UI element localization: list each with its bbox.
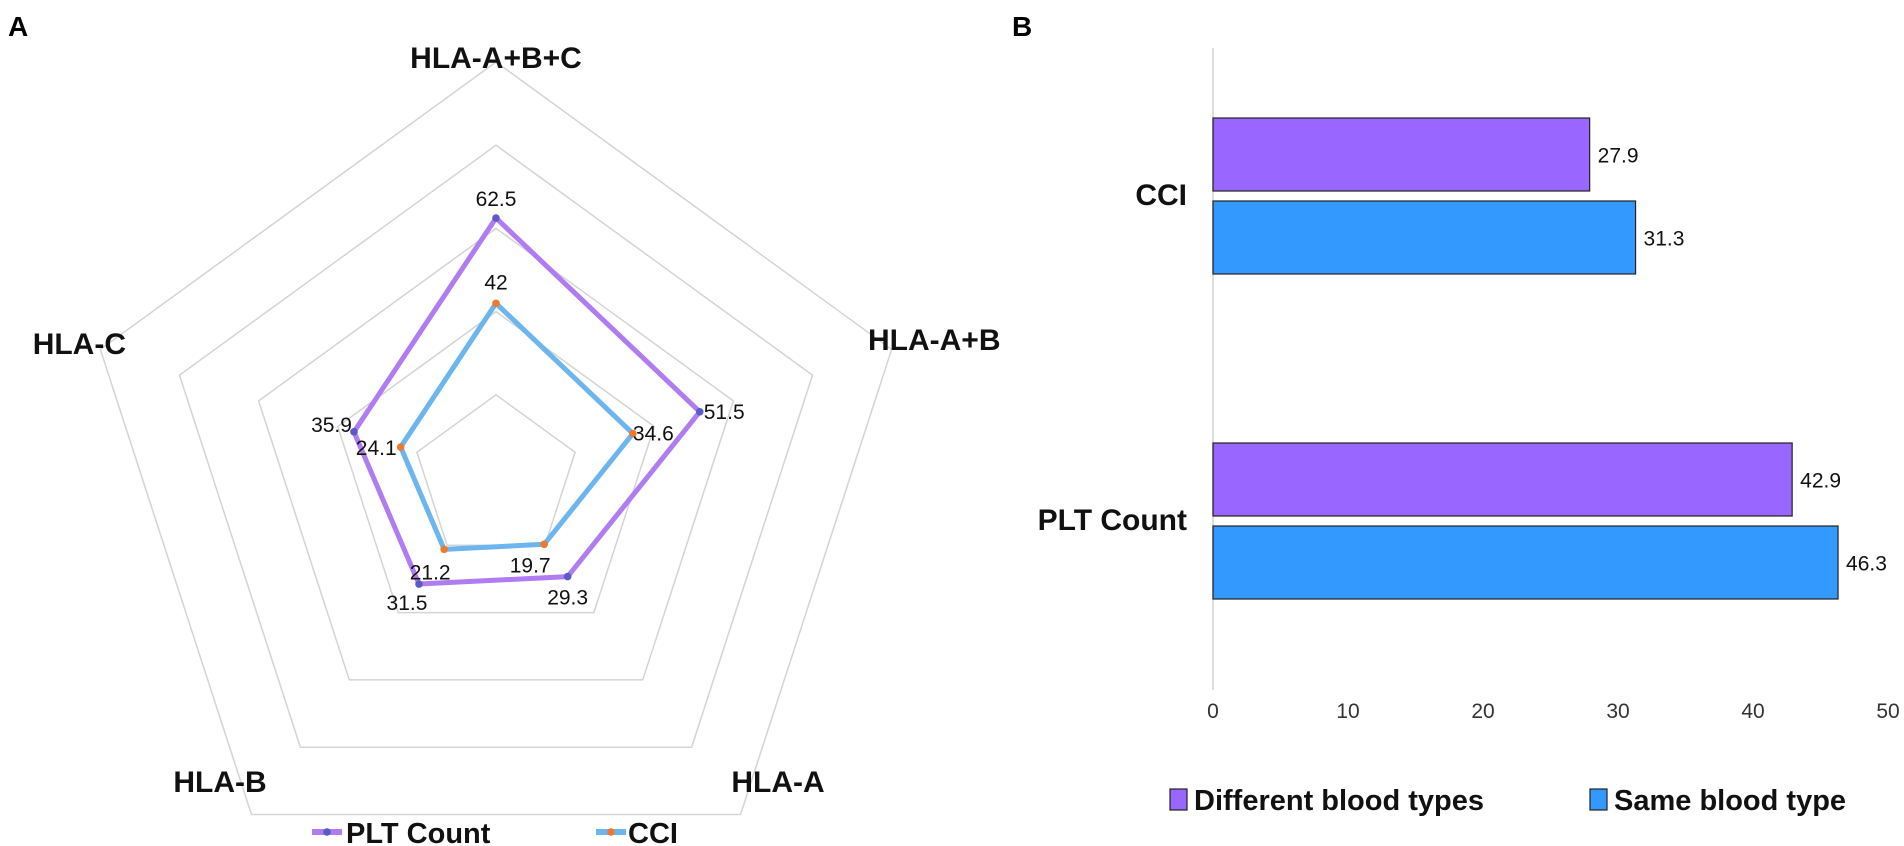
bar-data-label: 27.9 xyxy=(1598,145,1639,168)
bar-cci-same-blood-type xyxy=(1212,200,1637,275)
radar-data-label: 24.1 xyxy=(356,437,397,460)
radar-labels: 62.5 51.5 29.3 31.5 35.9 42 34.6 19.7 21.2 24.1 HL… xyxy=(33,42,1001,799)
radar-point-plt-count xyxy=(415,580,423,588)
bar-x-tick-label: 50 xyxy=(1876,700,1899,723)
radar-data-label: 19.7 xyxy=(510,554,551,577)
bar-legend-item-same-blood-type: Same blood type xyxy=(1589,785,1846,817)
radar-data-label: 34.6 xyxy=(633,423,674,446)
radar-data-label: 51.5 xyxy=(704,401,745,424)
radar-legend-marker xyxy=(323,828,331,836)
radar-axis-label-hla-a-b: HLA-A+B xyxy=(868,324,1001,357)
radar-axis-label-hla-a-b-c: HLA-A+B+C xyxy=(410,42,582,75)
radar-grid-ring xyxy=(257,227,735,681)
radar-point-cci xyxy=(492,299,500,308)
radar-data-label: 42 xyxy=(484,271,507,294)
bar-x-tick-label: 10 xyxy=(1336,700,1359,723)
bar-plt-count-different-blood-types xyxy=(1212,442,1793,517)
radar-legend-item-cci: CCI xyxy=(596,818,678,846)
radar-grid-ring xyxy=(336,310,656,614)
bar-legend-item-different-blood-types: Different blood types xyxy=(1169,785,1484,817)
bar-plt-count-same-blood-type xyxy=(1212,525,1839,600)
radar-grid-ring xyxy=(178,144,814,748)
bar-legend-label: Different blood types xyxy=(1194,785,1484,817)
panel-a-letter: A xyxy=(8,11,28,42)
radar-data-label: 21.2 xyxy=(410,561,451,584)
radar-legend-item-plt-count: PLT Count xyxy=(312,818,491,846)
bar-x-tick-label: 0 xyxy=(1207,700,1219,723)
bar-x-tick-label: 30 xyxy=(1606,700,1629,723)
radar-axis-label-hla-c: HLA-C xyxy=(33,328,126,361)
bar-category-label-cci: CCI xyxy=(1135,179,1187,212)
radar-grid xyxy=(99,61,893,816)
bar-legend-label: Same blood type xyxy=(1614,785,1846,817)
bar-x-tick-label: 20 xyxy=(1471,700,1494,723)
radar-data-label: 31.5 xyxy=(387,592,428,615)
radar-data-label: 35.9 xyxy=(311,414,352,437)
radar-point-plt-count xyxy=(492,214,500,222)
radar-grid-ring xyxy=(99,61,893,816)
bar-chart: 0 10 20 30 40 50 27.9 31.3 CCI 42.9 46.3 PLT Count xyxy=(1038,48,1900,723)
radar-axis-label-hla-b: HLA-B xyxy=(173,766,266,799)
radar-point-plt-count xyxy=(563,572,572,581)
bar-legend-swatch xyxy=(1169,788,1188,811)
bar-data-label: 31.3 xyxy=(1644,228,1685,251)
radar-legend-label: PLT Count xyxy=(346,818,491,846)
bar-cci-different-blood-types xyxy=(1212,117,1591,192)
bar-legend-swatch xyxy=(1589,788,1608,811)
bar-data-label: 46.3 xyxy=(1846,553,1887,576)
radar-line-plt-count xyxy=(351,215,703,587)
radar-data-label: 29.3 xyxy=(547,587,588,610)
bar-category-label-plt-count: PLT Count xyxy=(1038,504,1187,537)
radar-data-label: 62.5 xyxy=(476,188,517,211)
radar-legend-label: CCI xyxy=(628,818,678,846)
bar-data-label: 42.9 xyxy=(1800,470,1841,493)
radar-legend: PLT Count CCI xyxy=(312,818,678,846)
radar-point-plt-count xyxy=(695,407,704,416)
radar-axis-label-hla-a: HLA-A xyxy=(731,766,824,799)
radar-point-cci xyxy=(396,443,405,451)
radar-grid-ring xyxy=(415,393,577,547)
radar-point-cci xyxy=(629,429,637,438)
radar-series xyxy=(350,214,704,588)
radar-point-plt-count xyxy=(350,428,358,436)
radar-line-cci xyxy=(398,300,636,552)
radar-point-cci xyxy=(440,545,448,554)
bar-x-tick-label: 40 xyxy=(1741,700,1764,723)
radar-legend-marker xyxy=(607,828,615,836)
radar-point-cci xyxy=(540,540,548,549)
bar-legend: Different blood types Same blood type xyxy=(1169,785,1846,817)
panel-b-letter: B xyxy=(1012,11,1032,42)
